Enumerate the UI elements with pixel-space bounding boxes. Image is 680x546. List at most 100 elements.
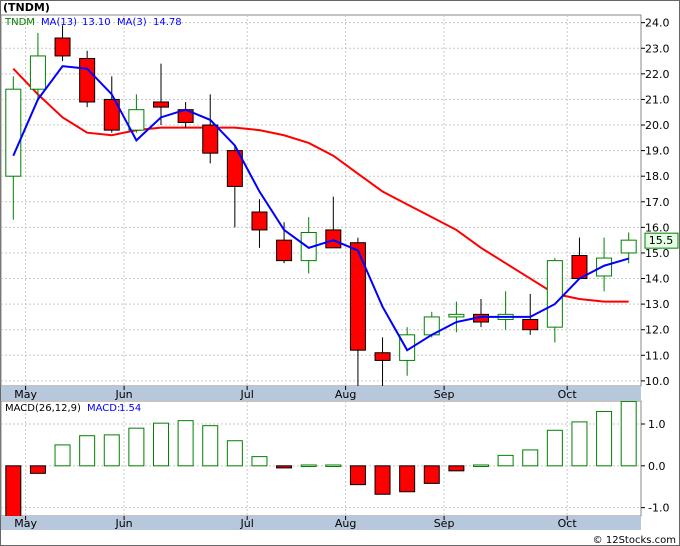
month-label: May	[14, 388, 37, 401]
candle	[448, 301, 465, 333]
candle-body-down	[374, 352, 391, 361]
candle	[596, 237, 613, 292]
candle-body-up	[5, 88, 22, 177]
macd-bar	[374, 465, 391, 495]
price-tick-label: 21.0	[645, 93, 670, 106]
macd-bar	[5, 465, 22, 516]
price-grid	[1, 22, 641, 382]
macd-bar	[448, 465, 465, 472]
candle-body-down	[202, 124, 219, 154]
ma13-line	[12, 68, 629, 303]
candle-body-up	[128, 109, 145, 131]
legend-ticker: TNDM	[4, 17, 35, 28]
macd-bar	[276, 465, 293, 469]
macd-grid	[1, 401, 641, 516]
candle	[226, 145, 243, 228]
price-tick-label: 16.0	[645, 221, 670, 234]
candle-body-down	[226, 150, 243, 187]
price-tick-label: 11.0	[645, 349, 670, 362]
candle	[399, 327, 416, 376]
macd-bar	[571, 421, 588, 467]
candle	[571, 237, 588, 280]
macd-bar	[423, 465, 440, 484]
candle	[300, 217, 317, 274]
macd-bar	[153, 422, 169, 467]
macd-bar	[128, 427, 145, 467]
macd-bar	[325, 464, 342, 467]
candle	[103, 76, 120, 133]
ma3-line	[12, 65, 629, 352]
macd-bar	[177, 420, 194, 467]
macd-x-axis: May Jun Jul Aug Sep Oct	[14, 516, 577, 530]
candle-body-down	[54, 37, 71, 57]
macd-bar	[522, 449, 539, 467]
candle-body-down	[103, 98, 120, 131]
macd-bar	[497, 454, 514, 467]
candle	[54, 25, 71, 62]
candle	[251, 199, 268, 248]
candle-body-down	[251, 211, 268, 231]
candle-body-up	[620, 239, 637, 254]
price-x-axis: May Jun Jul Aug Sep Oct	[14, 386, 577, 401]
price-tick-label: 22.0	[645, 68, 670, 81]
month-label: Oct	[558, 388, 578, 401]
legend-macd-label: MACD(26,12,9)	[5, 403, 81, 414]
candle-body-down	[349, 242, 366, 351]
macd-x-axis-band	[1, 516, 641, 530]
month-label: Oct	[558, 517, 578, 530]
legend-ma13-value: 13.10	[82, 17, 111, 28]
macd-plot-area	[0, 400, 642, 517]
candle-body-up	[596, 257, 613, 277]
chart-title: (TNDM)	[3, 1, 50, 14]
price-tick-label: 13.0	[645, 298, 670, 311]
price-tick-label: 24.0	[645, 17, 670, 30]
macd-bars	[5, 401, 637, 516]
candle	[79, 50, 96, 108]
candles	[5, 25, 637, 386]
price-x-axis-band	[1, 386, 641, 400]
price-panel: 10.0 11.0 12.0 13.0 14.0 15.0 16.0 17.0 18.0 19.0…	[0, 14, 679, 388]
candle-body-down	[79, 57, 96, 103]
macd-bar	[596, 410, 613, 467]
price-tick-label: 23.0	[645, 42, 670, 55]
candle	[349, 237, 366, 386]
macd-bar	[251, 456, 268, 467]
macd-bar	[399, 465, 416, 493]
price-legend: TNDM MA(13) 13.10 MA(3) 14.78	[4, 17, 182, 28]
candle-body-down	[153, 101, 169, 108]
price-tick-label: 10.0	[645, 375, 670, 388]
price-vertical-grid	[25, 15, 568, 386]
macd-bar	[202, 425, 219, 467]
candle	[29, 32, 46, 100]
candle-body-down	[276, 239, 293, 262]
ma3-series	[12, 65, 629, 352]
macd-panel: -1.0 0.0 1.0	[0, 400, 669, 517]
price-tick-label: 19.0	[645, 145, 670, 158]
macd-tick-label: 1.0	[648, 418, 666, 431]
price-tick-label: 15.0	[645, 247, 670, 260]
candle	[202, 94, 219, 164]
month-label: May	[14, 517, 37, 530]
candle	[546, 258, 563, 343]
legend-ma3-label: MA(3)	[117, 17, 147, 28]
macd-bar	[54, 444, 71, 467]
macd-bar	[226, 440, 243, 467]
legend-ma13-label: MA(13)	[41, 17, 77, 28]
price-y-axis: 10.0 11.0 12.0 13.0 14.0 15.0 16.0 17.0 18.0 19.0…	[641, 17, 670, 388]
month-label: Jun	[114, 388, 132, 401]
month-label: Jun	[114, 517, 132, 530]
last-price-badge	[644, 232, 679, 249]
candle-body-up	[448, 313, 465, 318]
macd-y-axis: -1.0 0.0 1.0	[641, 418, 669, 515]
macd-tick-label: -1.0	[648, 502, 669, 515]
price-plot-area	[0, 14, 642, 387]
candle-body-up	[300, 231, 317, 262]
legend-ma3-value: 14.78	[153, 17, 182, 28]
macd-bar	[473, 464, 489, 467]
last-price-label: 15.5	[649, 234, 674, 247]
candle-body-down	[522, 318, 539, 331]
candle-body-up	[29, 55, 46, 90]
macd-bar	[349, 465, 366, 486]
month-label: Sep	[434, 388, 455, 401]
